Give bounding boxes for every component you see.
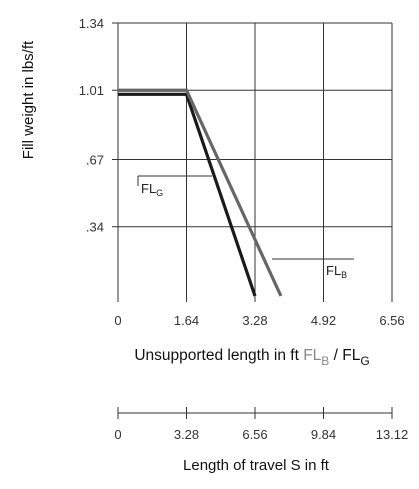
x-tick-label-2: 3.28 — [242, 313, 267, 328]
series-label-fl-b: FLB — [326, 263, 347, 280]
x-axis-title: Unsupported length in ft FLB / FLG — [134, 347, 369, 368]
svg-text:FLB: FLB — [326, 263, 347, 280]
tick-labels: 0 1.64 3.28 4.92 6.56 .34 .67 1.01 1.34 — [79, 16, 405, 328]
series-label-fl-b-sub: B — [341, 270, 347, 280]
series-line-fl-b — [118, 88, 283, 297]
series-label-fl-g-base: FL — [141, 181, 156, 196]
y-tick-label-1: .67 — [86, 153, 104, 168]
x-tick-label-4: 6.56 — [379, 313, 404, 328]
series-label-fl-b-base: FL — [326, 263, 341, 278]
travel-tick-label-2: 6.56 — [242, 427, 267, 442]
grid — [112, 22, 393, 302]
x-axis-title-text: Unsupported length in ft — [134, 347, 303, 364]
travel-axis: 0 3.28 6.56 9.84 13.12 — [114, 407, 408, 442]
travel-tick-label-0: 0 — [114, 427, 121, 442]
y-tick-label-2: 1.01 — [79, 83, 104, 98]
series-line-fl-g — [118, 92, 257, 297]
travel-tick-label-3: 9.84 — [311, 427, 336, 442]
x-axis-title-sep: / — [329, 347, 342, 364]
x-tick-label-0: 0 — [114, 313, 121, 328]
y-tick-label-0: .34 — [86, 220, 104, 235]
travel-tick-label-1: 3.28 — [174, 427, 199, 442]
x-tick-label-3: 4.92 — [311, 313, 336, 328]
travel-axis-title: Length of travel S in ft — [183, 457, 330, 474]
series-label-fl-g: FLG — [141, 181, 163, 198]
y-tick-label-3: 1.34 — [79, 16, 104, 31]
x-axis-title-flg: FLG — [342, 347, 369, 368]
svg-text:FLG: FLG — [141, 181, 163, 198]
series-label-fl-g-sub: G — [156, 188, 163, 198]
x-tick-label-1: 1.64 — [174, 313, 199, 328]
x-axis-title-flb: FLB — [303, 347, 329, 368]
travel-tick-label-4: 13.12 — [376, 427, 409, 442]
y-axis-title: Fill weight in lbs/ft — [20, 40, 37, 159]
series-lines — [118, 88, 354, 297]
